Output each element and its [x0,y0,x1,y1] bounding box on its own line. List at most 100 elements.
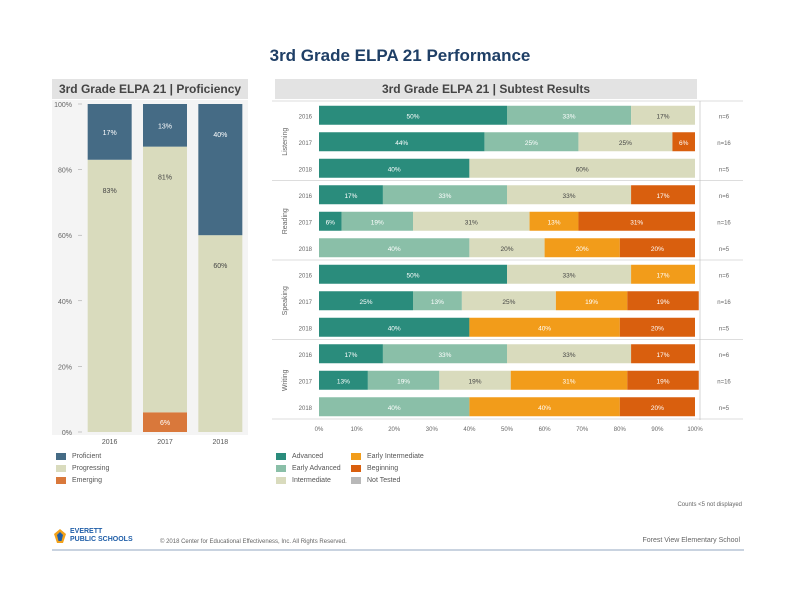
bar-label: 50% [406,272,419,279]
bar-label: 33% [438,352,451,359]
bar-segment [510,370,628,390]
bar-label: 60% [213,263,227,270]
bar-label: 6% [679,140,689,147]
y-tick-label: 60% [58,233,72,240]
bar-label: 40% [538,325,551,332]
bar-segment [439,370,511,390]
row-year-label: 2017 [299,300,313,306]
y-tick-label: 40% [58,299,72,306]
bar-segment [382,344,507,364]
school-name: Forest View Elementary School [642,537,740,544]
bar-segment [578,132,673,152]
bar-label: 33% [563,272,576,279]
bar-label: 17% [657,193,670,200]
legend-label: Advanced [292,452,324,460]
row-count-label: n=6 [719,273,730,279]
bar-segment [619,238,695,258]
bar-segment [319,397,470,417]
bar-segment [87,159,132,432]
subtest-panel-title: 3rd Grade ELPA 21 | Subtest Results [275,79,697,99]
bar-segment [461,291,556,311]
district-logo: EVERETT PUBLIC SCHOOLS [54,528,133,544]
bar-segment [143,412,187,432]
bar-segment [319,132,485,152]
bar-label: 33% [438,193,451,200]
row-year-label: 2018 [299,326,313,332]
legend-swatch [276,464,286,472]
bar-label: 33% [563,193,576,200]
legend-item: Not Tested [351,474,446,486]
bar-segment [484,132,579,152]
counts-note: Counts <5 not displayed [677,502,742,508]
bar-label: 19% [657,378,670,385]
legend-item: Intermediate [276,474,351,486]
bar-label: 25% [525,140,538,147]
bar-segment [319,370,368,390]
bar-segment [627,291,699,311]
row-count-label: n=5 [719,167,730,173]
legend-item: Advanced [276,450,351,462]
bar-segment [319,238,470,258]
legend-swatch [276,452,286,460]
x-tick-label: 20% [388,427,401,433]
row-year-label: 2016 [299,273,313,279]
bar-label: 40% [388,166,401,173]
proficiency-panel-title: 3rd Grade ELPA 21 | Proficiency [52,79,248,99]
bar-label: 17% [657,272,670,279]
bar-segment [544,238,620,258]
bar-label: 20% [651,325,664,332]
bar-label: 19% [585,299,598,306]
bar-label: 13% [431,299,444,306]
row-count-label: n=6 [719,114,730,120]
bar-segment [319,317,470,337]
legend-swatch [56,464,66,472]
subtest-legend: Advanced Early Intermediate Early Advanced… [276,450,446,486]
row-year-label: 2017 [299,379,313,385]
bar-segment [529,211,579,231]
bar-label: 25% [619,140,632,147]
bar-segment [619,397,695,417]
legend-item: Proficient [56,450,109,462]
bar-segment [469,397,620,417]
bar-label: 19% [469,378,482,385]
legend-label: Progressing [72,464,110,472]
bar-label: 40% [538,405,551,412]
bar-segment [619,317,695,337]
bar-segment [507,185,632,205]
bar-label: 6% [160,420,170,427]
x-tick-label: 0% [315,427,324,433]
bar-segment [319,344,383,364]
x-tick-label: 90% [651,427,664,433]
bar-segment [469,317,620,337]
legend-label: Early Intermediate [367,452,424,460]
bar-label: 17% [344,352,357,359]
row-year-label: 2016 [299,194,313,200]
bar-segment [631,264,695,284]
bar-segment [382,185,507,205]
row-count-label: n=16 [717,141,731,147]
x-tick-label: 100% [687,427,703,433]
legend-swatch [351,464,361,472]
x-tick-label: 30% [426,427,439,433]
bar-segment [319,158,470,178]
logo-line1: EVERETT [70,528,103,535]
bar-segment [319,264,507,284]
legend-item: Early Advanced [276,462,351,474]
bar-segment [143,146,187,413]
x-tick-label: 60% [539,427,552,433]
bar-label: 25% [502,299,515,306]
row-year-label: 2016 [299,114,313,120]
bar-label: 17% [657,352,670,359]
bar-label: 81% [158,175,172,182]
bar-label: 19% [371,219,384,226]
bar-label: 40% [213,132,227,139]
x-tick-label: 10% [351,427,364,433]
legend-swatch [276,476,286,484]
bar-segment [319,185,383,205]
bar-segment [507,344,632,364]
bar-label: 13% [547,219,560,226]
legend-item: Beginning [351,462,446,474]
x-tick-label: 50% [501,427,514,433]
x-tick-label: 2018 [213,439,229,446]
